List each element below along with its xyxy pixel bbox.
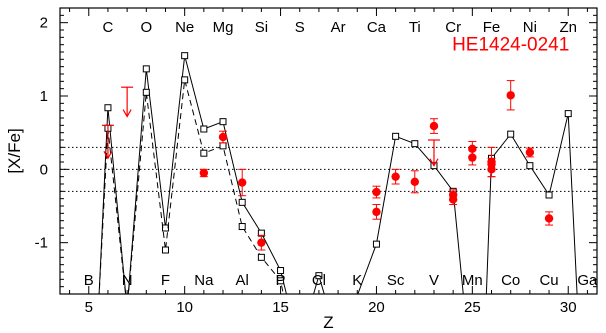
x-tick-label: 10 [176, 299, 193, 316]
tick-labels: 5 10 15 20 25 30 -1 0 1 2 [35, 15, 577, 316]
element-label-al: Al [236, 272, 249, 289]
observed-point [506, 91, 515, 100]
model-marker [219, 118, 227, 126]
reference-lines [60, 146, 597, 192]
observed-point [218, 132, 228, 142]
model-marker [181, 76, 189, 84]
element-label-ar: Ar [331, 19, 346, 36]
y-tick-label: -1 [35, 235, 48, 252]
model-marker [104, 104, 112, 112]
model-marker [526, 162, 534, 170]
element-labels: C O Ne Mg Si S Ar Ca Ti Cr Fe Ni Zn B N F Na Al P Cl K Sc V Mn C… [84, 19, 598, 289]
element-label-cu: Cu [539, 272, 558, 289]
element-label-fe: Fe [483, 19, 501, 36]
plot-frame [59, 7, 598, 295]
x-tick-label: 20 [368, 299, 385, 316]
element-label-mn: Mn [462, 272, 483, 289]
x-tick-label: 30 [560, 299, 577, 316]
model-marker [392, 132, 400, 140]
model-marker [372, 240, 380, 248]
element-label-p: P [276, 272, 286, 289]
element-label-k: K [352, 272, 362, 289]
model-marker [507, 130, 515, 138]
element-label-na: Na [194, 272, 214, 289]
y-tick-label: 0 [40, 161, 48, 178]
element-label-sc: Sc [387, 272, 405, 289]
model-marker [277, 267, 285, 275]
y-tick-label: 2 [40, 15, 48, 32]
observed-point [257, 238, 266, 247]
element-label-si: Si [255, 19, 268, 36]
model-marker [161, 246, 169, 254]
observed-point [372, 187, 381, 197]
element-label-f: F [161, 272, 170, 289]
model-marker [200, 149, 208, 157]
observed-point [372, 207, 381, 217]
model-marker [564, 110, 572, 118]
element-label-co: Co [501, 272, 520, 289]
y-tick-label: 1 [40, 88, 48, 105]
upper-limit-arrow [429, 158, 439, 167]
observed-point [525, 148, 535, 157]
observed-point [448, 195, 458, 204]
model-marker [142, 65, 150, 73]
element-label-ni: Ni [523, 19, 537, 36]
element-label-c: C [103, 19, 114, 36]
x-tick-label: 5 [85, 299, 93, 316]
element-label-n: N [122, 272, 133, 289]
x-axis-title: Z [323, 313, 333, 332]
star-name-label: HE1424-0241 [452, 35, 569, 56]
x-tick-label: 25 [464, 299, 481, 316]
model-line-2 [98, 79, 284, 294]
element-label-ca: Ca [367, 19, 387, 36]
element-label-o: O [140, 19, 152, 36]
observed-point [391, 172, 400, 181]
observed-point [410, 177, 420, 186]
element-label-cl: Cl [312, 272, 326, 289]
element-label-cr: Cr [445, 19, 461, 36]
model-marker [257, 253, 265, 261]
observed-point [468, 153, 477, 162]
element-label-mg: Mg [213, 19, 234, 36]
observed-point [429, 121, 439, 131]
observed-point [544, 214, 554, 223]
model-marker [200, 125, 208, 133]
model-marker [142, 88, 150, 96]
model-marker [238, 223, 246, 231]
model-marker [277, 277, 285, 285]
model-line-1 [98, 55, 578, 294]
axis-ticks [60, 7, 597, 294]
element-label-b: B [84, 272, 94, 289]
model-marker [545, 191, 553, 199]
upper-limit-arrow [122, 109, 132, 118]
element-label-ne: Ne [175, 19, 194, 36]
model-marker [219, 142, 227, 150]
observed-point [237, 178, 247, 187]
model-marker [411, 140, 419, 148]
element-label-ga: Ga [577, 272, 598, 289]
element-label-s: S [295, 19, 305, 36]
observed-points [101, 80, 554, 251]
model-marker [238, 198, 246, 206]
model-marker [181, 52, 189, 60]
element-label-ti: Ti [409, 19, 421, 36]
model-marker [315, 272, 323, 280]
element-label-zn: Zn [559, 19, 577, 36]
x-tick-label: 15 [272, 299, 289, 316]
observed-point [468, 144, 477, 153]
observed-point [487, 157, 496, 167]
observed-point [199, 168, 209, 178]
y-axis-title: [X/Fe] [5, 128, 24, 173]
upper-limit-arrow [103, 151, 113, 160]
model-series [98, 52, 578, 294]
element-label-v: V [429, 272, 439, 289]
